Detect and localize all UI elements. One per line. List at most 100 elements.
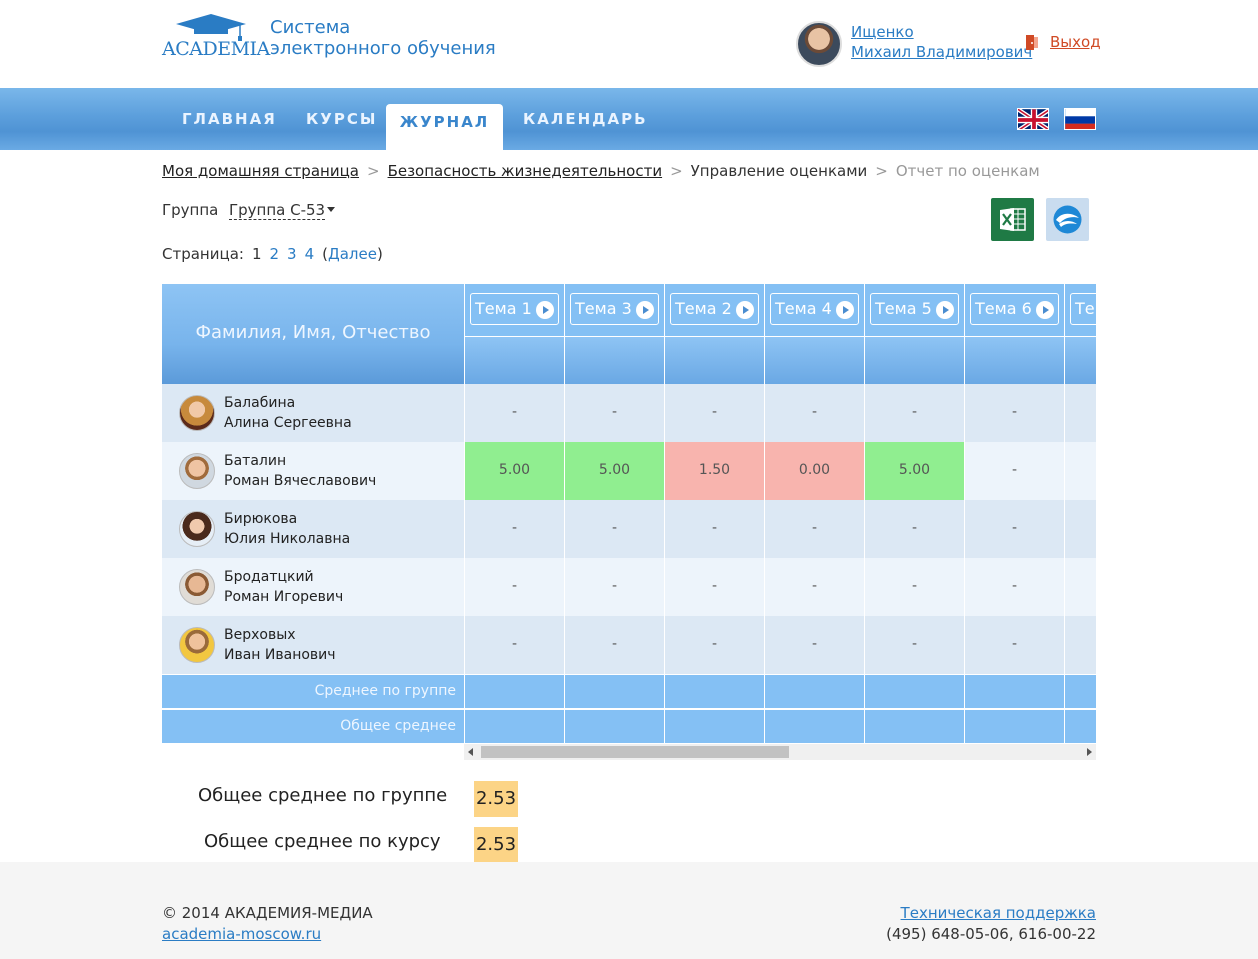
- theme-subheader: [1064, 336, 1096, 384]
- grade-cell[interactable]: -: [464, 384, 564, 442]
- breadcrumb-home[interactable]: Моя домашняя страница: [162, 162, 359, 180]
- theme-button[interactable]: Тема 1: [470, 293, 559, 325]
- nav-item-home[interactable]: ГЛАВНАЯ: [182, 110, 277, 128]
- pager: Страница: 1 2 3 4 (Далее): [162, 245, 391, 263]
- grade-cell[interactable]: -: [564, 616, 664, 674]
- site-link[interactable]: academia-moscow.ru: [162, 925, 322, 943]
- total-average-label: Общее среднее: [340, 718, 456, 734]
- grade-cell[interactable]: -: [664, 616, 764, 674]
- russia-flag-icon[interactable]: [1064, 108, 1096, 130]
- student-name[interactable]: Бродатцкий Роман Игоревич: [224, 569, 344, 605]
- grade-cell[interactable]: -: [864, 384, 964, 442]
- grade-cell[interactable]: 5.00: [864, 442, 964, 500]
- summary-cell: [564, 710, 664, 744]
- grade-cell[interactable]: -: [764, 558, 864, 616]
- grade-cell[interactable]: -: [764, 384, 864, 442]
- student-name[interactable]: Бирюкова Юлия Николавна: [224, 511, 351, 547]
- support-link[interactable]: Техническая поддержка: [900, 904, 1096, 922]
- grade-cell[interactable]: -: [664, 558, 764, 616]
- uk-flag-icon[interactable]: [1017, 108, 1049, 130]
- theme-button[interactable]: Тема 6: [970, 293, 1059, 325]
- grade-cell[interactable]: -: [564, 500, 664, 558]
- scroll-left-icon[interactable]: [468, 748, 473, 756]
- pager-page-3[interactable]: 3: [287, 245, 297, 263]
- grade-cell[interactable]: [1064, 616, 1096, 674]
- grade-cell[interactable]: -: [664, 384, 764, 442]
- grade-cell[interactable]: -: [864, 500, 964, 558]
- user-avatar[interactable]: [796, 21, 842, 67]
- pager-next[interactable]: (Далее): [322, 245, 383, 263]
- chevron-down-icon[interactable]: [327, 207, 335, 212]
- grade-cell[interactable]: 5.00: [464, 442, 564, 500]
- horizontal-scrollbar[interactable]: [464, 744, 1096, 760]
- student-avatar: [179, 627, 215, 663]
- pager-page-4[interactable]: 4: [304, 245, 315, 263]
- theme-button[interactable]: Тема 5: [870, 293, 959, 325]
- theme-button[interactable]: Тема 4: [770, 293, 859, 325]
- summary-cell: [1064, 675, 1096, 709]
- theme-button[interactable]: Тема 3: [570, 293, 659, 325]
- export-excel-button[interactable]: [991, 198, 1034, 241]
- summary-cell: [664, 675, 764, 709]
- breadcrumb-course[interactable]: Безопасность жизнедеятельности: [387, 162, 663, 180]
- theme-header: Тема 2: [664, 284, 764, 336]
- theme-button[interactable]: Тема 2: [670, 293, 759, 325]
- user-name-link[interactable]: Ищенко Михаил Владимирович: [851, 23, 1033, 61]
- grade-cell[interactable]: [1064, 500, 1096, 558]
- student-name[interactable]: Верховых Иван Иванович: [224, 627, 336, 663]
- group-select[interactable]: Группа С-53: [229, 201, 326, 220]
- grade-cell[interactable]: -: [964, 442, 1064, 500]
- pager-page-2[interactable]: 2: [269, 245, 280, 263]
- nav-item-courses[interactable]: КУРСЫ: [306, 110, 378, 128]
- grade-cell[interactable]: -: [664, 500, 764, 558]
- grade-cell[interactable]: 1.50: [664, 442, 764, 500]
- logout-icon[interactable]: [1026, 35, 1038, 50]
- nav-item-journal[interactable]: ЖУРНАЛ: [386, 104, 503, 150]
- summary-cell: [464, 710, 564, 744]
- grade-cell[interactable]: -: [764, 616, 864, 674]
- grade-cell[interactable]: [1064, 442, 1096, 500]
- theme-button[interactable]: Тема: [1070, 293, 1096, 325]
- arrow-right-icon: [836, 301, 854, 319]
- logout-link[interactable]: Выход: [1050, 33, 1101, 51]
- grade-cell[interactable]: -: [464, 616, 564, 674]
- grade-cell[interactable]: [1064, 384, 1096, 442]
- summary-cell: [464, 675, 564, 709]
- grade-cell[interactable]: -: [864, 616, 964, 674]
- grade-cell[interactable]: -: [564, 384, 664, 442]
- student-avatar: [179, 395, 215, 431]
- student-name[interactable]: Баталин Роман Вячеславович: [224, 453, 377, 489]
- scrollbar-thumb[interactable]: [481, 746, 789, 758]
- grade-cell[interactable]: 0.00: [764, 442, 864, 500]
- nav-item-calendar[interactable]: КАЛЕНДАРЬ: [523, 110, 648, 128]
- grade-cell[interactable]: -: [964, 616, 1064, 674]
- grade-cell[interactable]: -: [564, 558, 664, 616]
- theme-header: Тема 3: [564, 284, 664, 336]
- grade-cell[interactable]: -: [864, 558, 964, 616]
- student-avatar: [179, 569, 215, 605]
- grade-cell[interactable]: -: [964, 384, 1064, 442]
- grade-cell[interactable]: -: [964, 500, 1064, 558]
- grade-cell[interactable]: -: [464, 500, 564, 558]
- summary-cell: [864, 675, 964, 709]
- theme-header: Тема 5: [864, 284, 964, 336]
- grade-cell[interactable]: -: [764, 500, 864, 558]
- table-row: Балабина Алина Сергеевна - - - - - -: [162, 384, 1096, 442]
- theme-subheader: [764, 336, 864, 384]
- grade-cell[interactable]: -: [964, 558, 1064, 616]
- scroll-right-icon[interactable]: [1087, 748, 1092, 756]
- export-openoffice-button[interactable]: [1046, 198, 1089, 241]
- grade-cell[interactable]: [1064, 558, 1096, 616]
- grade-cell[interactable]: -: [464, 558, 564, 616]
- system-title: Система электронного обучения: [270, 17, 496, 59]
- academia-logo[interactable]: ACADEMIA: [162, 12, 270, 60]
- summary-cell: [664, 710, 764, 744]
- grade-cell[interactable]: 5.00: [564, 442, 664, 500]
- arrow-right-icon: [536, 301, 554, 319]
- arrow-right-icon: [936, 301, 954, 319]
- summary-cell: [964, 675, 1064, 709]
- openoffice-icon: [1053, 205, 1082, 234]
- pager-current: 1: [251, 245, 262, 263]
- table-row: Баталин Роман Вячеславович 5.00 5.00 1.50…: [162, 442, 1096, 500]
- student-name[interactable]: Балабина Алина Сергеевна: [224, 395, 352, 431]
